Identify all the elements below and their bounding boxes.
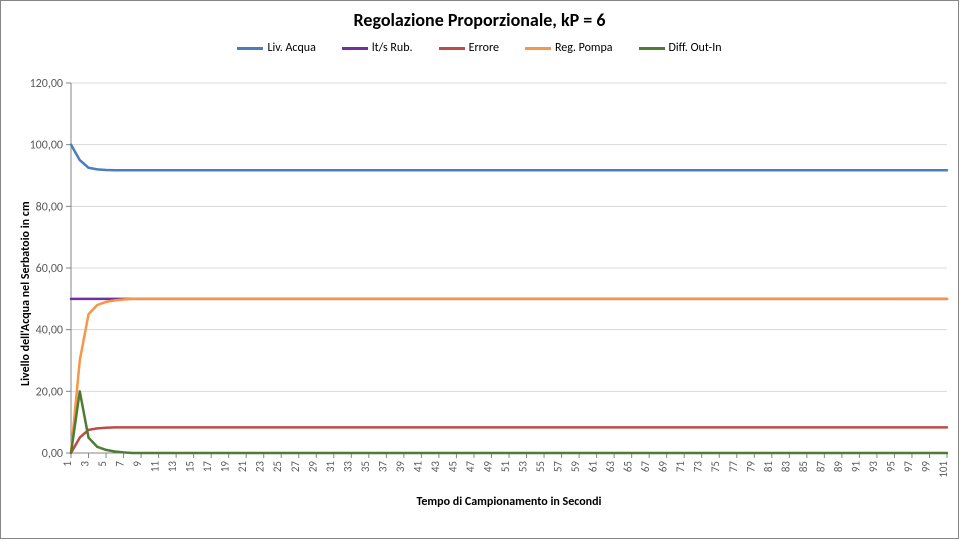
svg-text:49: 49 <box>481 461 494 473</box>
svg-text:83: 83 <box>779 461 792 473</box>
legend-swatch <box>439 47 465 50</box>
svg-text:40,00: 40,00 <box>36 324 63 338</box>
svg-text:13: 13 <box>166 461 179 473</box>
legend-label: Reg. Pompa <box>555 41 613 55</box>
chart-frame: Regolazione Proporzionale, kP = 6 Liv. A… <box>0 0 959 539</box>
svg-text:47: 47 <box>464 461 477 473</box>
svg-text:97: 97 <box>902 461 915 473</box>
svg-text:85: 85 <box>797 461 810 472</box>
svg-text:101: 101 <box>937 461 950 478</box>
svg-text:20,00: 20,00 <box>36 385 63 399</box>
svg-text:59: 59 <box>569 461 582 473</box>
legend-item: Liv. Acqua <box>237 41 315 55</box>
legend-item: Errore <box>439 41 499 55</box>
svg-text:53: 53 <box>517 461 530 473</box>
svg-text:100,00: 100,00 <box>30 139 63 153</box>
plot-svg: 0,0020,0040,0060,0080,00100,00120,001357… <box>71 83 947 503</box>
svg-text:9: 9 <box>131 461 144 467</box>
chart-title: Regolazione Proporzionale, kP = 6 <box>1 1 958 31</box>
svg-text:0,00: 0,00 <box>42 447 63 461</box>
legend-item: lt/s Rub. <box>342 41 413 55</box>
svg-text:99: 99 <box>919 461 932 473</box>
plot-area: 0,0020,0040,0060,0080,00100,00120,001357… <box>71 83 947 503</box>
svg-text:3: 3 <box>79 461 92 467</box>
svg-text:120,00: 120,00 <box>30 77 63 91</box>
svg-text:39: 39 <box>394 461 407 473</box>
legend-swatch <box>639 47 665 50</box>
svg-text:65: 65 <box>622 461 635 472</box>
svg-text:31: 31 <box>324 461 337 473</box>
svg-text:33: 33 <box>341 461 354 473</box>
svg-text:91: 91 <box>849 461 862 473</box>
svg-text:43: 43 <box>429 461 442 473</box>
svg-text:61: 61 <box>587 461 600 473</box>
svg-text:45: 45 <box>446 461 459 472</box>
svg-text:7: 7 <box>114 461 127 467</box>
svg-text:63: 63 <box>604 461 617 473</box>
svg-text:69: 69 <box>657 461 670 473</box>
svg-text:37: 37 <box>376 461 389 473</box>
svg-text:93: 93 <box>867 461 880 473</box>
legend-swatch <box>342 47 368 50</box>
svg-text:19: 19 <box>219 461 232 473</box>
svg-text:67: 67 <box>639 461 652 473</box>
legend-label: lt/s Rub. <box>372 41 413 55</box>
legend-item: Reg. Pompa <box>525 41 613 55</box>
svg-text:35: 35 <box>359 461 372 472</box>
y-axis-label: Livello dell'Acqua nel Serbatoio in cm <box>19 202 33 387</box>
svg-text:95: 95 <box>884 461 897 472</box>
svg-text:57: 57 <box>552 461 565 473</box>
svg-text:5: 5 <box>96 461 109 467</box>
svg-text:51: 51 <box>499 461 512 473</box>
svg-text:73: 73 <box>692 461 705 473</box>
svg-text:25: 25 <box>271 461 284 472</box>
svg-text:55: 55 <box>534 461 547 472</box>
svg-text:60,00: 60,00 <box>36 262 63 276</box>
svg-text:81: 81 <box>762 461 775 473</box>
legend-label: Errore <box>469 41 499 55</box>
legend-item: Diff. Out-In <box>639 41 722 55</box>
legend-label: Diff. Out-In <box>669 41 722 55</box>
svg-text:79: 79 <box>744 461 757 473</box>
legend-swatch <box>525 47 551 50</box>
legend: Liv. Acqua lt/s Rub. Errore Reg. Pompa Diff.… <box>1 41 958 55</box>
svg-text:27: 27 <box>289 461 302 473</box>
svg-text:41: 41 <box>411 461 424 473</box>
svg-text:15: 15 <box>184 461 197 472</box>
svg-text:87: 87 <box>814 461 827 473</box>
legend-label: Liv. Acqua <box>267 41 315 55</box>
svg-text:77: 77 <box>727 461 740 473</box>
svg-text:1: 1 <box>61 461 74 467</box>
svg-text:80,00: 80,00 <box>36 200 63 214</box>
svg-text:11: 11 <box>149 461 162 473</box>
svg-text:21: 21 <box>236 461 249 473</box>
svg-text:17: 17 <box>201 461 214 473</box>
legend-swatch <box>237 47 263 50</box>
svg-text:71: 71 <box>674 461 687 473</box>
svg-text:75: 75 <box>709 461 722 472</box>
svg-text:23: 23 <box>254 461 267 473</box>
svg-text:29: 29 <box>306 461 319 473</box>
svg-text:89: 89 <box>832 461 845 473</box>
